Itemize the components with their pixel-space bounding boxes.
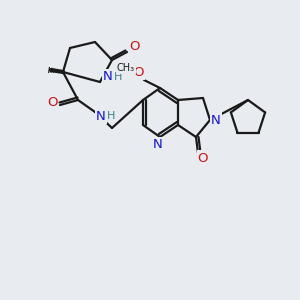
Text: N: N [211,113,221,127]
Text: H: H [114,72,122,82]
Text: O: O [47,97,57,110]
Text: O: O [198,152,208,164]
Text: O: O [134,65,144,79]
Text: N: N [96,110,106,122]
Text: O: O [129,40,139,53]
Text: CH₃: CH₃ [117,63,135,73]
Text: N: N [103,70,113,83]
Text: N: N [153,139,163,152]
Text: H: H [107,111,115,121]
